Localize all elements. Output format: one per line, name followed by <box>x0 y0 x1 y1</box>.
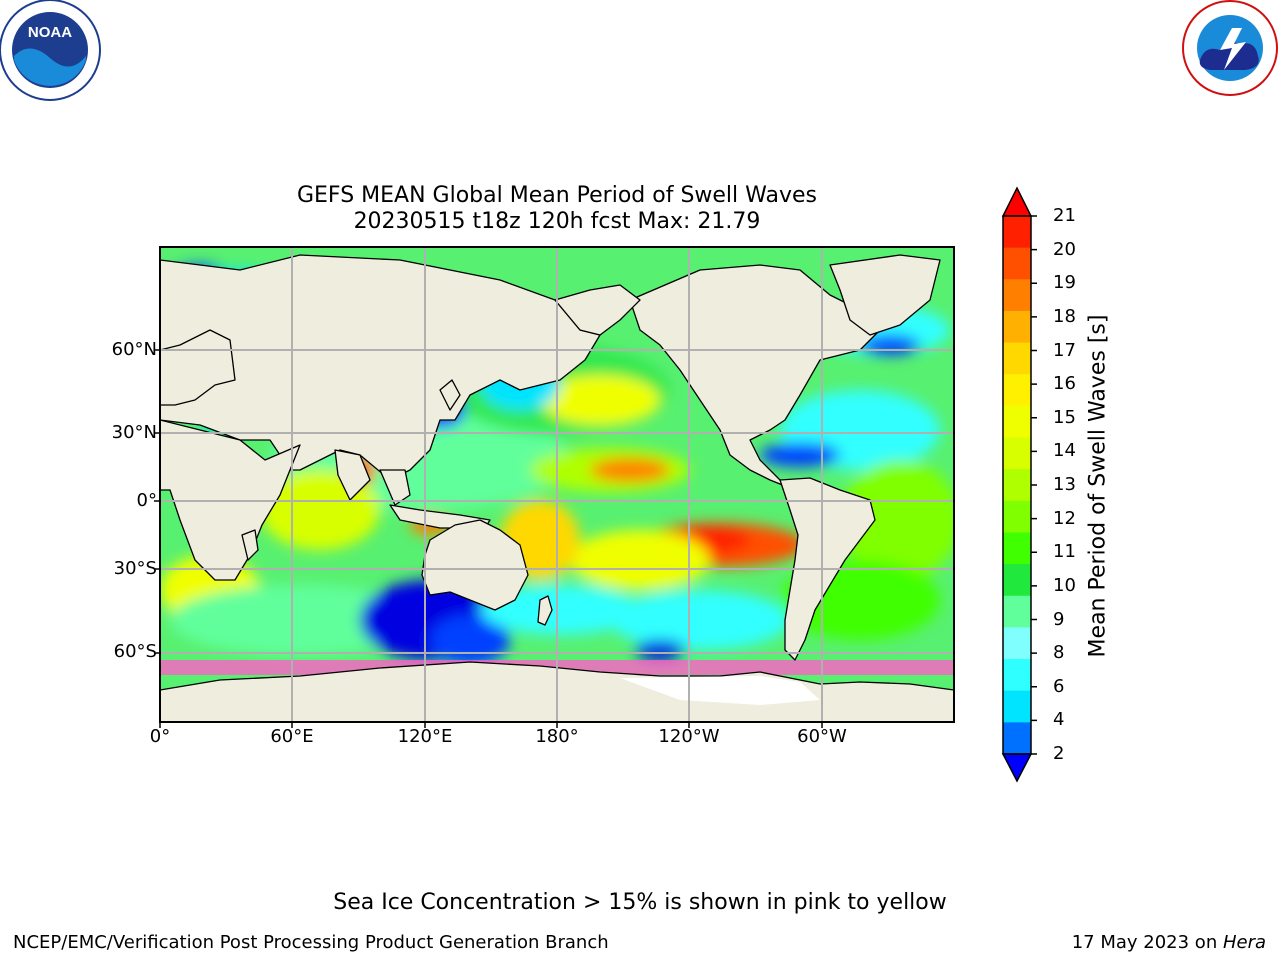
colorbar-tick-label: 14 <box>1053 440 1076 462</box>
colorbar <box>1001 186 1037 783</box>
colorbar-tick-label: 6 <box>1053 675 1065 697</box>
colorbar-segment <box>1003 500 1031 533</box>
colorbar-tick-label: 9 <box>1053 608 1065 630</box>
colorbar-segment <box>1003 216 1031 249</box>
x-tick-label: 180° <box>535 726 579 747</box>
indochina <box>379 469 411 506</box>
footer-date-text: 17 May 2023 on <box>1071 932 1223 953</box>
chart-title: GEFS MEAN Global Mean Period of Swell Wa… <box>296 183 817 208</box>
y-tick-label: 30°N <box>111 422 157 443</box>
y-tick-label: 60°S <box>113 641 157 662</box>
greenland <box>829 254 941 336</box>
colorbar-segment <box>1003 405 1031 439</box>
colorbar-tick-label: 17 <box>1053 339 1076 361</box>
colorbar-tick-label: 8 <box>1053 642 1065 664</box>
colorbar-tick-label: 12 <box>1053 507 1076 529</box>
axis-ticks <box>154 349 823 728</box>
colorbar-segment <box>1003 279 1031 312</box>
colorbar-tick-label: 13 <box>1053 474 1076 495</box>
footer-machine: Hera <box>1222 932 1266 953</box>
graticule <box>160 247 954 722</box>
footer-date: 17 May 2023 on Hera <box>1072 932 1266 953</box>
europe <box>160 329 236 406</box>
y-tick-label: 0° <box>136 490 157 511</box>
ice-shelf <box>620 676 820 705</box>
colorbar-tick-label: 10 <box>1053 574 1076 596</box>
noaa-logo: NOAA <box>0 0 101 101</box>
japan <box>439 379 461 411</box>
colorbar-tick-label: 15 <box>1053 406 1076 428</box>
madagascar <box>241 529 259 561</box>
noaa-logo-text: NOAA <box>28 24 72 41</box>
colorbar-segment <box>1003 532 1031 565</box>
colorbar-tick-label: 2 <box>1053 743 1065 764</box>
colorbar-tick-label: 20 <box>1053 238 1076 260</box>
colorbar-extend-bottom <box>1001 753 1033 783</box>
sea-ice-note: Sea Ice Concentration > 15% is shown in … <box>333 890 947 915</box>
india <box>334 449 371 501</box>
colorbar-segment <box>1003 595 1031 628</box>
nws-logo <box>1182 0 1278 96</box>
colorbar-segment <box>1003 690 1031 723</box>
y-tick-label: 30°S <box>113 558 157 579</box>
colorbar-tick-label: 4 <box>1053 709 1065 731</box>
alaska <box>554 284 641 336</box>
colorbar-tick-label: 21 <box>1053 205 1076 226</box>
colorbar-segment <box>1003 469 1031 502</box>
eurasia <box>160 254 601 481</box>
colorbar-tick-label: 11 <box>1053 541 1076 563</box>
new-zealand <box>537 595 553 626</box>
colorbar-segment <box>1003 564 1031 597</box>
x-tick-label: 0° <box>149 726 171 747</box>
colorbar-label: Mean Period of Swell Waves [s] <box>1085 314 1111 658</box>
colorbar-segment <box>1003 722 1031 755</box>
x-tick-label: 60°E <box>270 726 314 747</box>
colorbar-extend-top <box>1001 186 1033 217</box>
swell-period-map <box>160 247 954 722</box>
colorbar-segment <box>1003 342 1031 375</box>
north-america <box>629 264 881 493</box>
x-tick-label: 120°E <box>397 726 453 747</box>
y-tick-label: 60°N <box>111 339 157 360</box>
colorbar-segment <box>1003 437 1031 470</box>
chart-subtitle: 20230515 t18z 120h fcst Max: 21.79 <box>353 209 761 234</box>
colorbar-tick-label: 18 <box>1053 305 1076 327</box>
colorbar-segment <box>1003 247 1031 280</box>
colorbar-tick-label: 16 <box>1053 373 1076 395</box>
x-tick-label: 120°W <box>658 726 720 747</box>
australia <box>421 519 529 611</box>
footer-credit: NCEP/EMC/Verification Post Processing Pr… <box>13 932 609 953</box>
colorbar-segment <box>1003 659 1031 692</box>
x-tick-label: 60°W <box>797 726 847 747</box>
colorbar-tick-label: 19 <box>1053 272 1076 294</box>
colorbar-segment <box>1003 374 1031 407</box>
colorbar-segment <box>1003 310 1031 344</box>
colorbar-segment <box>1003 627 1031 660</box>
